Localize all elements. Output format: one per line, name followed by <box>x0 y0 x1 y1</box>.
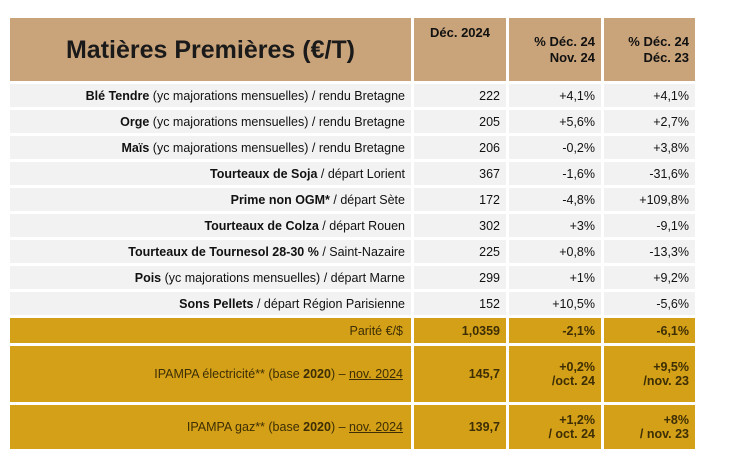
ipampa-gas-label: IPAMPA gaz** (base 2020) – nov. 2024 <box>10 405 411 449</box>
row-month-change: -0,2% <box>509 136 601 159</box>
parity-month-change: -2,1% <box>509 318 601 343</box>
row-label: Tourteaux de Soja / départ Lorient <box>10 162 411 185</box>
table-row: Maïs (yc majorations mensuelles) / rendu… <box>10 136 695 159</box>
table-row: Tourteaux de Colza / départ Rouen 302 +3… <box>10 214 695 237</box>
row-month-change: +1% <box>509 266 601 289</box>
table-row: Tourteaux de Tournesol 28-30 % / Saint-N… <box>10 240 695 263</box>
ipampa-electricity-month-change: +0,2%/oct. 24 <box>509 346 601 402</box>
ipampa-gas-date-link[interactable]: nov. 2024 <box>349 420 403 434</box>
row-price: 206 <box>414 136 506 159</box>
parity-year-change: -6,1% <box>604 318 695 343</box>
parity-value: 1,0359 <box>414 318 506 343</box>
ipampa-gas-month-change: +1,2% / oct. 24 <box>509 405 601 449</box>
row-month-change: +5,6% <box>509 110 601 133</box>
row-label: Tourteaux de Tournesol 28-30 % / Saint-N… <box>10 240 411 263</box>
row-year-change: +9,2% <box>604 266 695 289</box>
ipampa-gas-value: 139,7 <box>414 405 506 449</box>
row-month-change: +10,5% <box>509 292 601 315</box>
table-title: Matières Premières (€/T) <box>10 18 411 81</box>
row-month-change: -1,6% <box>509 162 601 185</box>
header-year-change: % Déc. 24 Déc. 23 <box>604 18 695 81</box>
ipampa-electricity-value: 145,7 <box>414 346 506 402</box>
table-row: Sons Pellets / départ Région Parisienne … <box>10 292 695 315</box>
row-year-change: -31,6% <box>604 162 695 185</box>
row-year-change: +4,1% <box>604 84 695 107</box>
row-label: Orge (yc majorations mensuelles) / rendu… <box>10 110 411 133</box>
table-row: Prime non OGM* / départ Sète 172 -4,8% +… <box>10 188 695 211</box>
row-label: Sons Pellets / départ Région Parisienne <box>10 292 411 315</box>
row-year-change: -9,1% <box>604 214 695 237</box>
header-month-change: % Déc. 24 Nov. 24 <box>509 18 601 81</box>
row-price: 367 <box>414 162 506 185</box>
row-year-change: -13,3% <box>604 240 695 263</box>
row-year-change: +109,8% <box>604 188 695 211</box>
header-dec-2024: Déc. 2024 <box>414 18 506 81</box>
row-label: Tourteaux de Colza / départ Rouen <box>10 214 411 237</box>
row-year-change: +3,8% <box>604 136 695 159</box>
row-price: 172 <box>414 188 506 211</box>
row-month-change: +0,8% <box>509 240 601 263</box>
row-price: 152 <box>414 292 506 315</box>
table-row: Tourteaux de Soja / départ Lorient 367 -… <box>10 162 695 185</box>
table-header-row: Matières Premières (€/T) Déc. 2024 % Déc… <box>10 18 695 81</box>
parity-label: Parité €/$ <box>10 318 411 343</box>
ipampa-electricity-label: IPAMPA électricité** (base 2020) – nov. … <box>10 346 411 402</box>
row-price: 205 <box>414 110 506 133</box>
row-year-change: -5,6% <box>604 292 695 315</box>
row-price: 299 <box>414 266 506 289</box>
row-price: 222 <box>414 84 506 107</box>
row-label: Prime non OGM* / départ Sète <box>10 188 411 211</box>
ipampa-gas-year-change: +8% / nov. 23 <box>604 405 695 449</box>
row-price: 225 <box>414 240 506 263</box>
raw-materials-table: Matières Premières (€/T) Déc. 2024 % Déc… <box>7 15 698 452</box>
row-label: Blé Tendre (yc majorations mensuelles) /… <box>10 84 411 107</box>
row-label: Pois (yc majorations mensuelles) / dépar… <box>10 266 411 289</box>
table-row: Orge (yc majorations mensuelles) / rendu… <box>10 110 695 133</box>
table-row: Pois (yc majorations mensuelles) / dépar… <box>10 266 695 289</box>
row-year-change: +2,7% <box>604 110 695 133</box>
parity-row: Parité €/$ 1,0359 -2,1% -6,1% <box>10 318 695 343</box>
ipampa-electricity-row: IPAMPA électricité** (base 2020) – nov. … <box>10 346 695 402</box>
row-month-change: +3% <box>509 214 601 237</box>
price-table-container: Matières Premières (€/T) Déc. 2024 % Déc… <box>7 15 698 452</box>
table-row: Blé Tendre (yc majorations mensuelles) /… <box>10 84 695 107</box>
row-month-change: -4,8% <box>509 188 601 211</box>
ipampa-gas-row: IPAMPA gaz** (base 2020) – nov. 2024 139… <box>10 405 695 449</box>
row-price: 302 <box>414 214 506 237</box>
ipampa-electricity-date-link[interactable]: nov. 2024 <box>349 367 403 381</box>
ipampa-electricity-year-change: +9,5%/nov. 23 <box>604 346 695 402</box>
row-month-change: +4,1% <box>509 84 601 107</box>
row-label: Maïs (yc majorations mensuelles) / rendu… <box>10 136 411 159</box>
